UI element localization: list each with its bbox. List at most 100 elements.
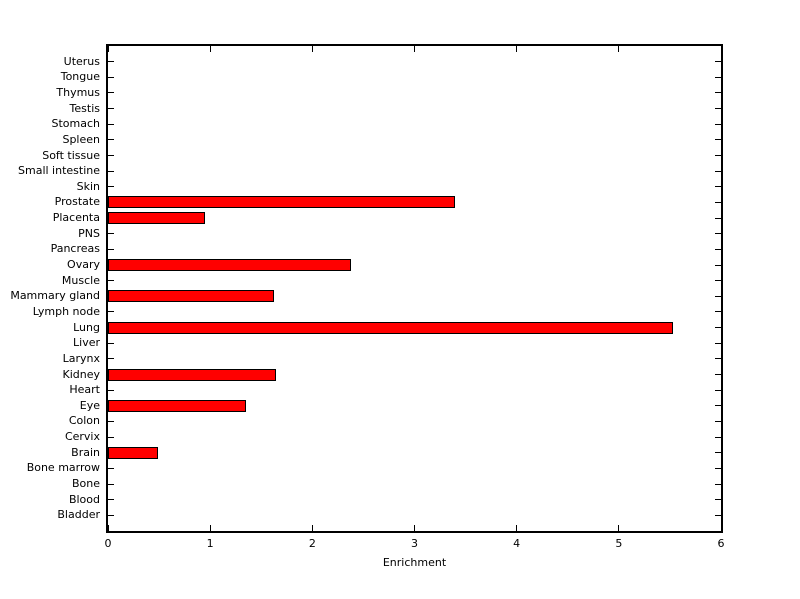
- category-tick-right: [715, 92, 721, 94]
- x-tick-label-2: 2: [308, 537, 316, 550]
- category-label-kidney: Kidney: [62, 367, 100, 381]
- category-tick-right: [715, 327, 721, 329]
- category-label-bladder: Bladder: [57, 508, 100, 522]
- x-axis-label: Enrichment: [382, 556, 447, 569]
- category-tick-left: [108, 139, 114, 141]
- category-tick-right: [715, 108, 721, 110]
- category-label-blood: Blood: [68, 492, 100, 506]
- x-tick-bottom: [720, 525, 722, 531]
- category-tick-left: [108, 436, 114, 438]
- category-label-liver: Liver: [73, 336, 100, 350]
- category-label-testis: Testis: [69, 101, 100, 115]
- x-tick-bottom: [414, 525, 415, 531]
- category-tick-right: [715, 420, 721, 422]
- category-tick-right: [715, 280, 721, 282]
- category-label-soft-tissue: Soft tissue: [42, 148, 100, 162]
- x-tick-bottom: [209, 525, 211, 531]
- plot-area: [106, 44, 723, 533]
- category-tick-left: [108, 342, 114, 344]
- bar-kidney: [108, 368, 276, 381]
- category-tick-right: [715, 499, 721, 501]
- category-tick-left: [108, 155, 114, 157]
- category-tick-right: [715, 467, 721, 469]
- category-label-stomach: Stomach: [51, 117, 100, 131]
- category-tick-right: [715, 514, 721, 516]
- category-label-small-intestine: Small intestine: [18, 164, 100, 178]
- category-label-colon: Colon: [68, 414, 100, 428]
- category-tick-right: [715, 374, 721, 376]
- category-tick-right: [715, 436, 721, 438]
- bar-mammary-gland: [108, 290, 274, 303]
- category-tick-left: [108, 514, 114, 516]
- category-label-placenta: Placenta: [52, 211, 100, 225]
- category-tick-right: [715, 233, 721, 235]
- category-tick-left: [108, 108, 114, 110]
- category-tick-left: [108, 186, 114, 188]
- x-tick-label-0: 0: [104, 537, 112, 550]
- category-tick-left: [108, 358, 114, 360]
- x-tick-top: [516, 46, 518, 52]
- category-tick-left: [108, 389, 114, 391]
- category-label-spleen: Spleen: [62, 132, 100, 146]
- category-tick-right: [715, 248, 721, 250]
- category-label-lymph-node: Lymph node: [32, 304, 100, 318]
- category-label-tongue: Tongue: [60, 70, 100, 84]
- category-tick-right: [715, 342, 721, 344]
- x-tick-bottom: [618, 525, 620, 531]
- x-tick-bottom: [311, 525, 313, 531]
- category-label-uterus: Uterus: [63, 54, 100, 68]
- x-tick-label-4: 4: [513, 537, 521, 550]
- category-label-bone: Bone: [71, 477, 100, 491]
- x-tick-bottom: [516, 525, 518, 531]
- category-label-mammary-gland: Mammary gland: [10, 289, 100, 303]
- x-tick-top: [720, 46, 722, 52]
- category-tick-right: [715, 61, 721, 63]
- category-tick-left: [108, 123, 114, 125]
- x-tick-label-6: 6: [717, 537, 725, 550]
- category-tick-left: [108, 467, 114, 469]
- bar-lung: [108, 321, 673, 334]
- category-tick-right: [715, 483, 721, 485]
- x-tick-label-3: 3: [411, 537, 418, 550]
- x-tick-top: [311, 46, 313, 52]
- bar-prostate: [108, 196, 456, 209]
- category-tick-right: [715, 217, 721, 219]
- category-tick-right: [715, 389, 721, 391]
- bar-brain: [108, 446, 159, 459]
- category-tick-right: [715, 264, 721, 266]
- category-label-skin: Skin: [76, 179, 100, 193]
- category-tick-right: [715, 186, 721, 188]
- x-tick-label-1: 1: [206, 537, 214, 550]
- category-label-eye: Eye: [79, 398, 100, 412]
- category-tick-left: [108, 420, 114, 422]
- bar-eye: [108, 399, 246, 412]
- category-label-ovary: Ovary: [67, 258, 100, 272]
- category-label-thymus: Thymus: [56, 85, 100, 99]
- category-tick-left: [108, 170, 114, 172]
- category-tick-right: [715, 123, 721, 125]
- category-tick-right: [715, 452, 721, 454]
- category-tick-left: [108, 499, 114, 501]
- category-tick-right: [715, 405, 721, 407]
- category-label-larynx: Larynx: [62, 351, 100, 365]
- category-tick-right: [715, 170, 721, 172]
- category-tick-left: [108, 280, 114, 282]
- category-tick-left: [108, 76, 114, 78]
- category-label-lung: Lung: [73, 320, 100, 334]
- category-tick-right: [715, 155, 721, 157]
- category-tick-left: [108, 311, 114, 313]
- category-tick-left: [108, 92, 114, 94]
- x-tick-bottom: [107, 525, 109, 531]
- category-label-brain: Brain: [71, 445, 100, 459]
- category-label-heart: Heart: [69, 383, 100, 397]
- category-label-muscle: Muscle: [61, 273, 100, 287]
- category-label-prostate: Prostate: [54, 195, 100, 209]
- category-tick-right: [715, 139, 721, 141]
- category-label-cervix: Cervix: [64, 430, 100, 444]
- x-tick-top: [618, 46, 620, 52]
- category-tick-left: [108, 233, 114, 235]
- x-tick-top: [209, 46, 211, 52]
- category-tick-right: [715, 358, 721, 360]
- bar-ovary: [108, 259, 352, 272]
